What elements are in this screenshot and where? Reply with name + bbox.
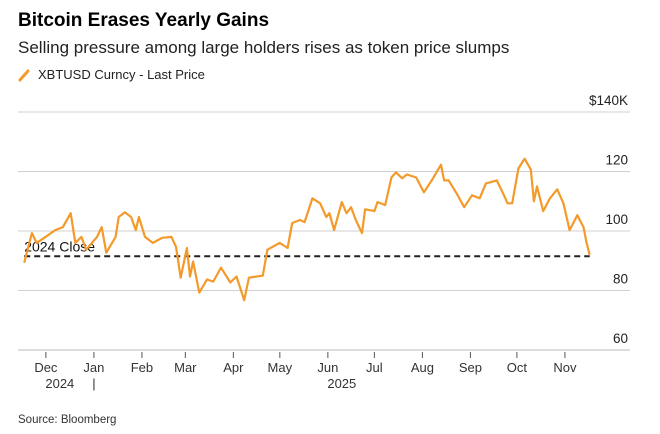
y-axis-labels: $140K 120 100 80 60 [589, 93, 628, 346]
x-tick-label: Mar [174, 360, 197, 375]
year-label: 2024 [45, 376, 74, 391]
price-line [23, 157, 591, 302]
x-tick-label: Nov [553, 360, 577, 375]
x-axis: Dec Jan Feb Mar Apr May Jun Jul Aug Sep Oct Nov 2024… [34, 352, 577, 391]
year-label: 2025 [327, 376, 356, 391]
orange-slash-icon [18, 69, 30, 82]
x-tick-label: Aug [411, 360, 434, 375]
x-tick-label: Jan [83, 360, 104, 375]
y-tick-label: $140K [589, 93, 628, 108]
x-tick-label: Dec [34, 360, 58, 375]
legend: XBTUSD Curncy - Last Price [18, 67, 205, 82]
legend-label: XBTUSD Curncy - Last Price [38, 67, 205, 82]
y-tick-label: 100 [605, 212, 628, 227]
x-tick-label: Feb [131, 360, 153, 375]
series-group [23, 157, 591, 302]
year-divider: | [92, 376, 95, 391]
y-tick-label: 60 [613, 331, 628, 346]
chart-subtitle: Selling pressure among large holders ris… [18, 38, 509, 57]
x-tick-label: Oct [507, 360, 528, 375]
x-tick-label: Jun [317, 360, 338, 375]
x-tick-label: Apr [223, 360, 244, 375]
chart-title: Bitcoin Erases Yearly Gains [18, 10, 269, 31]
x-tick-label: May [268, 360, 293, 375]
source-note: Source: Bloomberg [18, 414, 116, 426]
y-tick-label: 120 [605, 153, 628, 168]
x-tick-label: Sep [459, 360, 482, 375]
x-tick-label: Jul [366, 360, 383, 375]
y-tick-label: 80 [613, 272, 628, 287]
gridlines [18, 111, 630, 351]
